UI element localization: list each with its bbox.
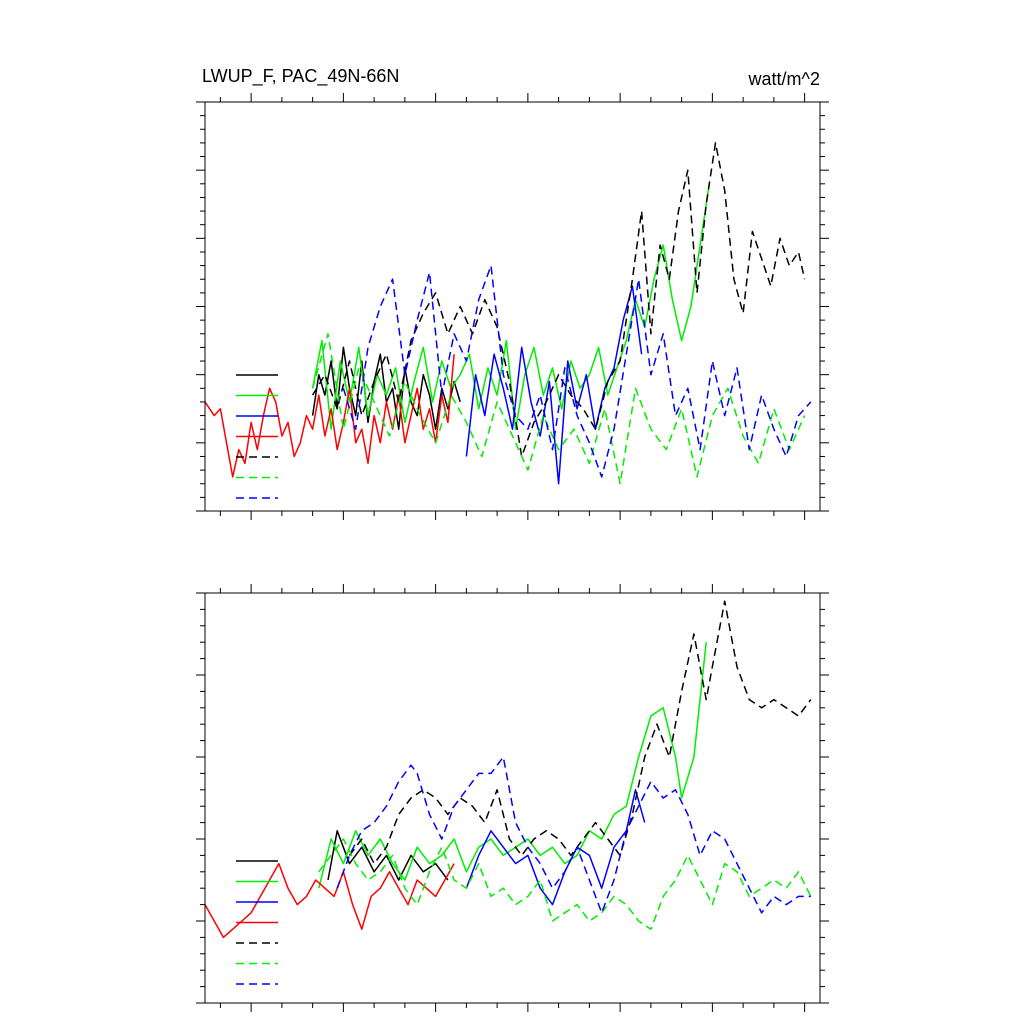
series-line-lens-001-smoothed	[336, 756, 811, 914]
series-line-bhist-125	[311, 333, 806, 485]
series-line-bhist-125-smoothed	[318, 838, 812, 930]
chart-title: LWUP_F, PAC_49N-66N	[202, 66, 399, 87]
series-line-bhist-179-01-smoothed	[327, 830, 449, 881]
bottom-panel	[196, 584, 829, 1012]
legend	[236, 374, 278, 499]
series-group	[205, 142, 812, 485]
top-panel	[196, 93, 829, 520]
series-line-bhist-179-02-smoothed	[318, 642, 707, 889]
series-line-bhist-179-03	[465, 285, 643, 485]
series-line-lens-001	[342, 264, 812, 478]
legend	[236, 860, 278, 985]
series-line-bhist-179-03-smoothed	[465, 789, 646, 906]
series-line-bhist-179-02	[311, 183, 711, 430]
plot-frame	[204, 592, 821, 1004]
series-line-bhist-161-smoothed	[348, 600, 812, 865]
series-line-b1850-179-smoothed	[205, 862, 455, 939]
series-group	[205, 600, 812, 939]
units-label: watt/m^2	[748, 69, 820, 89]
